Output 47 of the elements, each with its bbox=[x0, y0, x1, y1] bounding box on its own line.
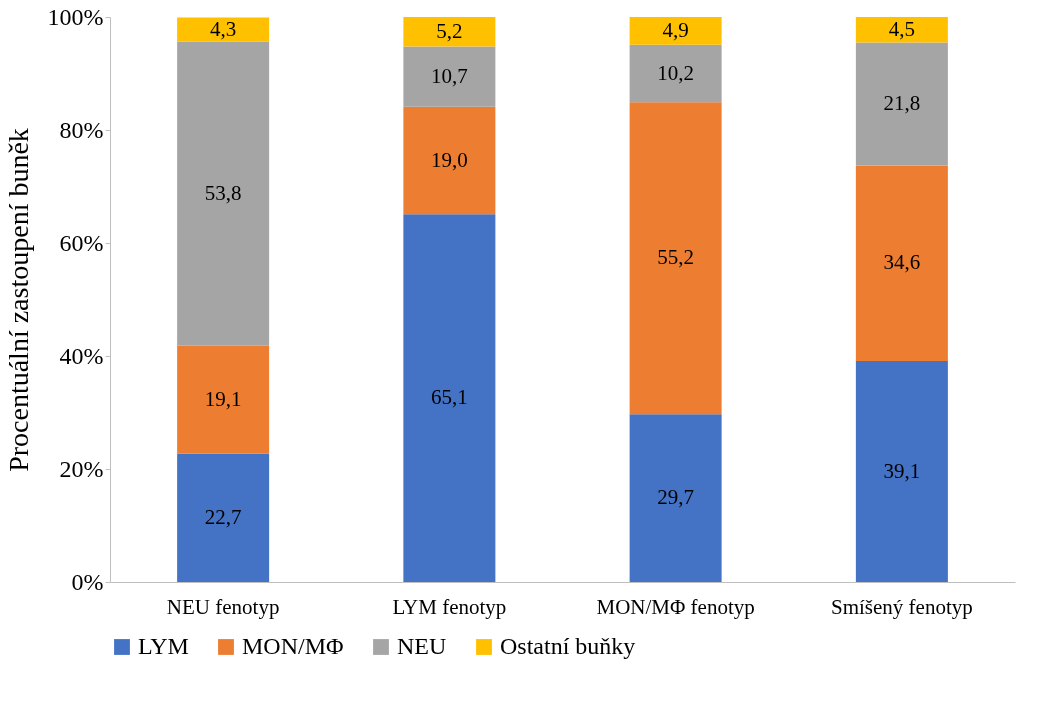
bar bbox=[177, 453, 270, 582]
bar bbox=[855, 17, 948, 43]
legend-label: LYM bbox=[138, 633, 189, 659]
data-label: 4,9 bbox=[662, 17, 689, 42]
x-tick-label: LYM fenotyp bbox=[392, 594, 507, 619]
data-label: 22,7 bbox=[204, 504, 242, 529]
x-tick-label: Smíšený fenotyp bbox=[831, 594, 973, 619]
data-label: 10,2 bbox=[657, 60, 694, 85]
data-label: 65,1 bbox=[431, 385, 468, 410]
data-label: 55,2 bbox=[657, 245, 694, 270]
data-label: 21,8 bbox=[883, 91, 921, 116]
bar bbox=[403, 214, 496, 582]
bar bbox=[403, 46, 496, 107]
bar bbox=[629, 44, 722, 103]
y-tick-label: 80% bbox=[59, 116, 104, 143]
bar bbox=[177, 17, 270, 42]
data-label: 19,0 bbox=[431, 147, 468, 172]
y-tick-label: 0% bbox=[71, 568, 104, 595]
y-tick-label: 20% bbox=[59, 455, 104, 482]
data-label: 29,7 bbox=[657, 485, 694, 510]
y-tick-label: 40% bbox=[59, 342, 104, 369]
data-label: 19,1 bbox=[204, 386, 242, 411]
bar bbox=[177, 345, 270, 454]
data-label: 4,3 bbox=[210, 16, 237, 41]
x-tick-label: NEU fenotyp bbox=[166, 594, 280, 619]
data-label: 10,7 bbox=[431, 63, 468, 88]
bar bbox=[855, 165, 948, 362]
bar bbox=[403, 106, 496, 215]
x-tick-label: MON/MΦ fenotyp bbox=[596, 594, 755, 619]
bar bbox=[629, 102, 722, 415]
y-tick-label: 100% bbox=[47, 3, 104, 30]
legend-label: MON/MΦ bbox=[242, 633, 344, 659]
y-tick-label: 60% bbox=[59, 229, 104, 256]
bar bbox=[855, 42, 948, 166]
y-axis-title: Procentuální zastoupení buněk bbox=[2, 128, 34, 472]
bar bbox=[403, 17, 496, 47]
bar bbox=[177, 41, 270, 346]
data-label: 53,8 bbox=[204, 180, 242, 205]
data-label: 34,6 bbox=[883, 250, 921, 275]
data-label: 39,1 bbox=[883, 458, 921, 483]
data-label: 4,5 bbox=[888, 16, 915, 41]
legend-label: NEU bbox=[397, 633, 447, 659]
bar bbox=[855, 361, 948, 582]
legend-label: Ostatní buňky bbox=[500, 633, 636, 659]
bar bbox=[629, 17, 722, 45]
data-label: 5,2 bbox=[436, 18, 463, 43]
bar bbox=[629, 414, 722, 582]
